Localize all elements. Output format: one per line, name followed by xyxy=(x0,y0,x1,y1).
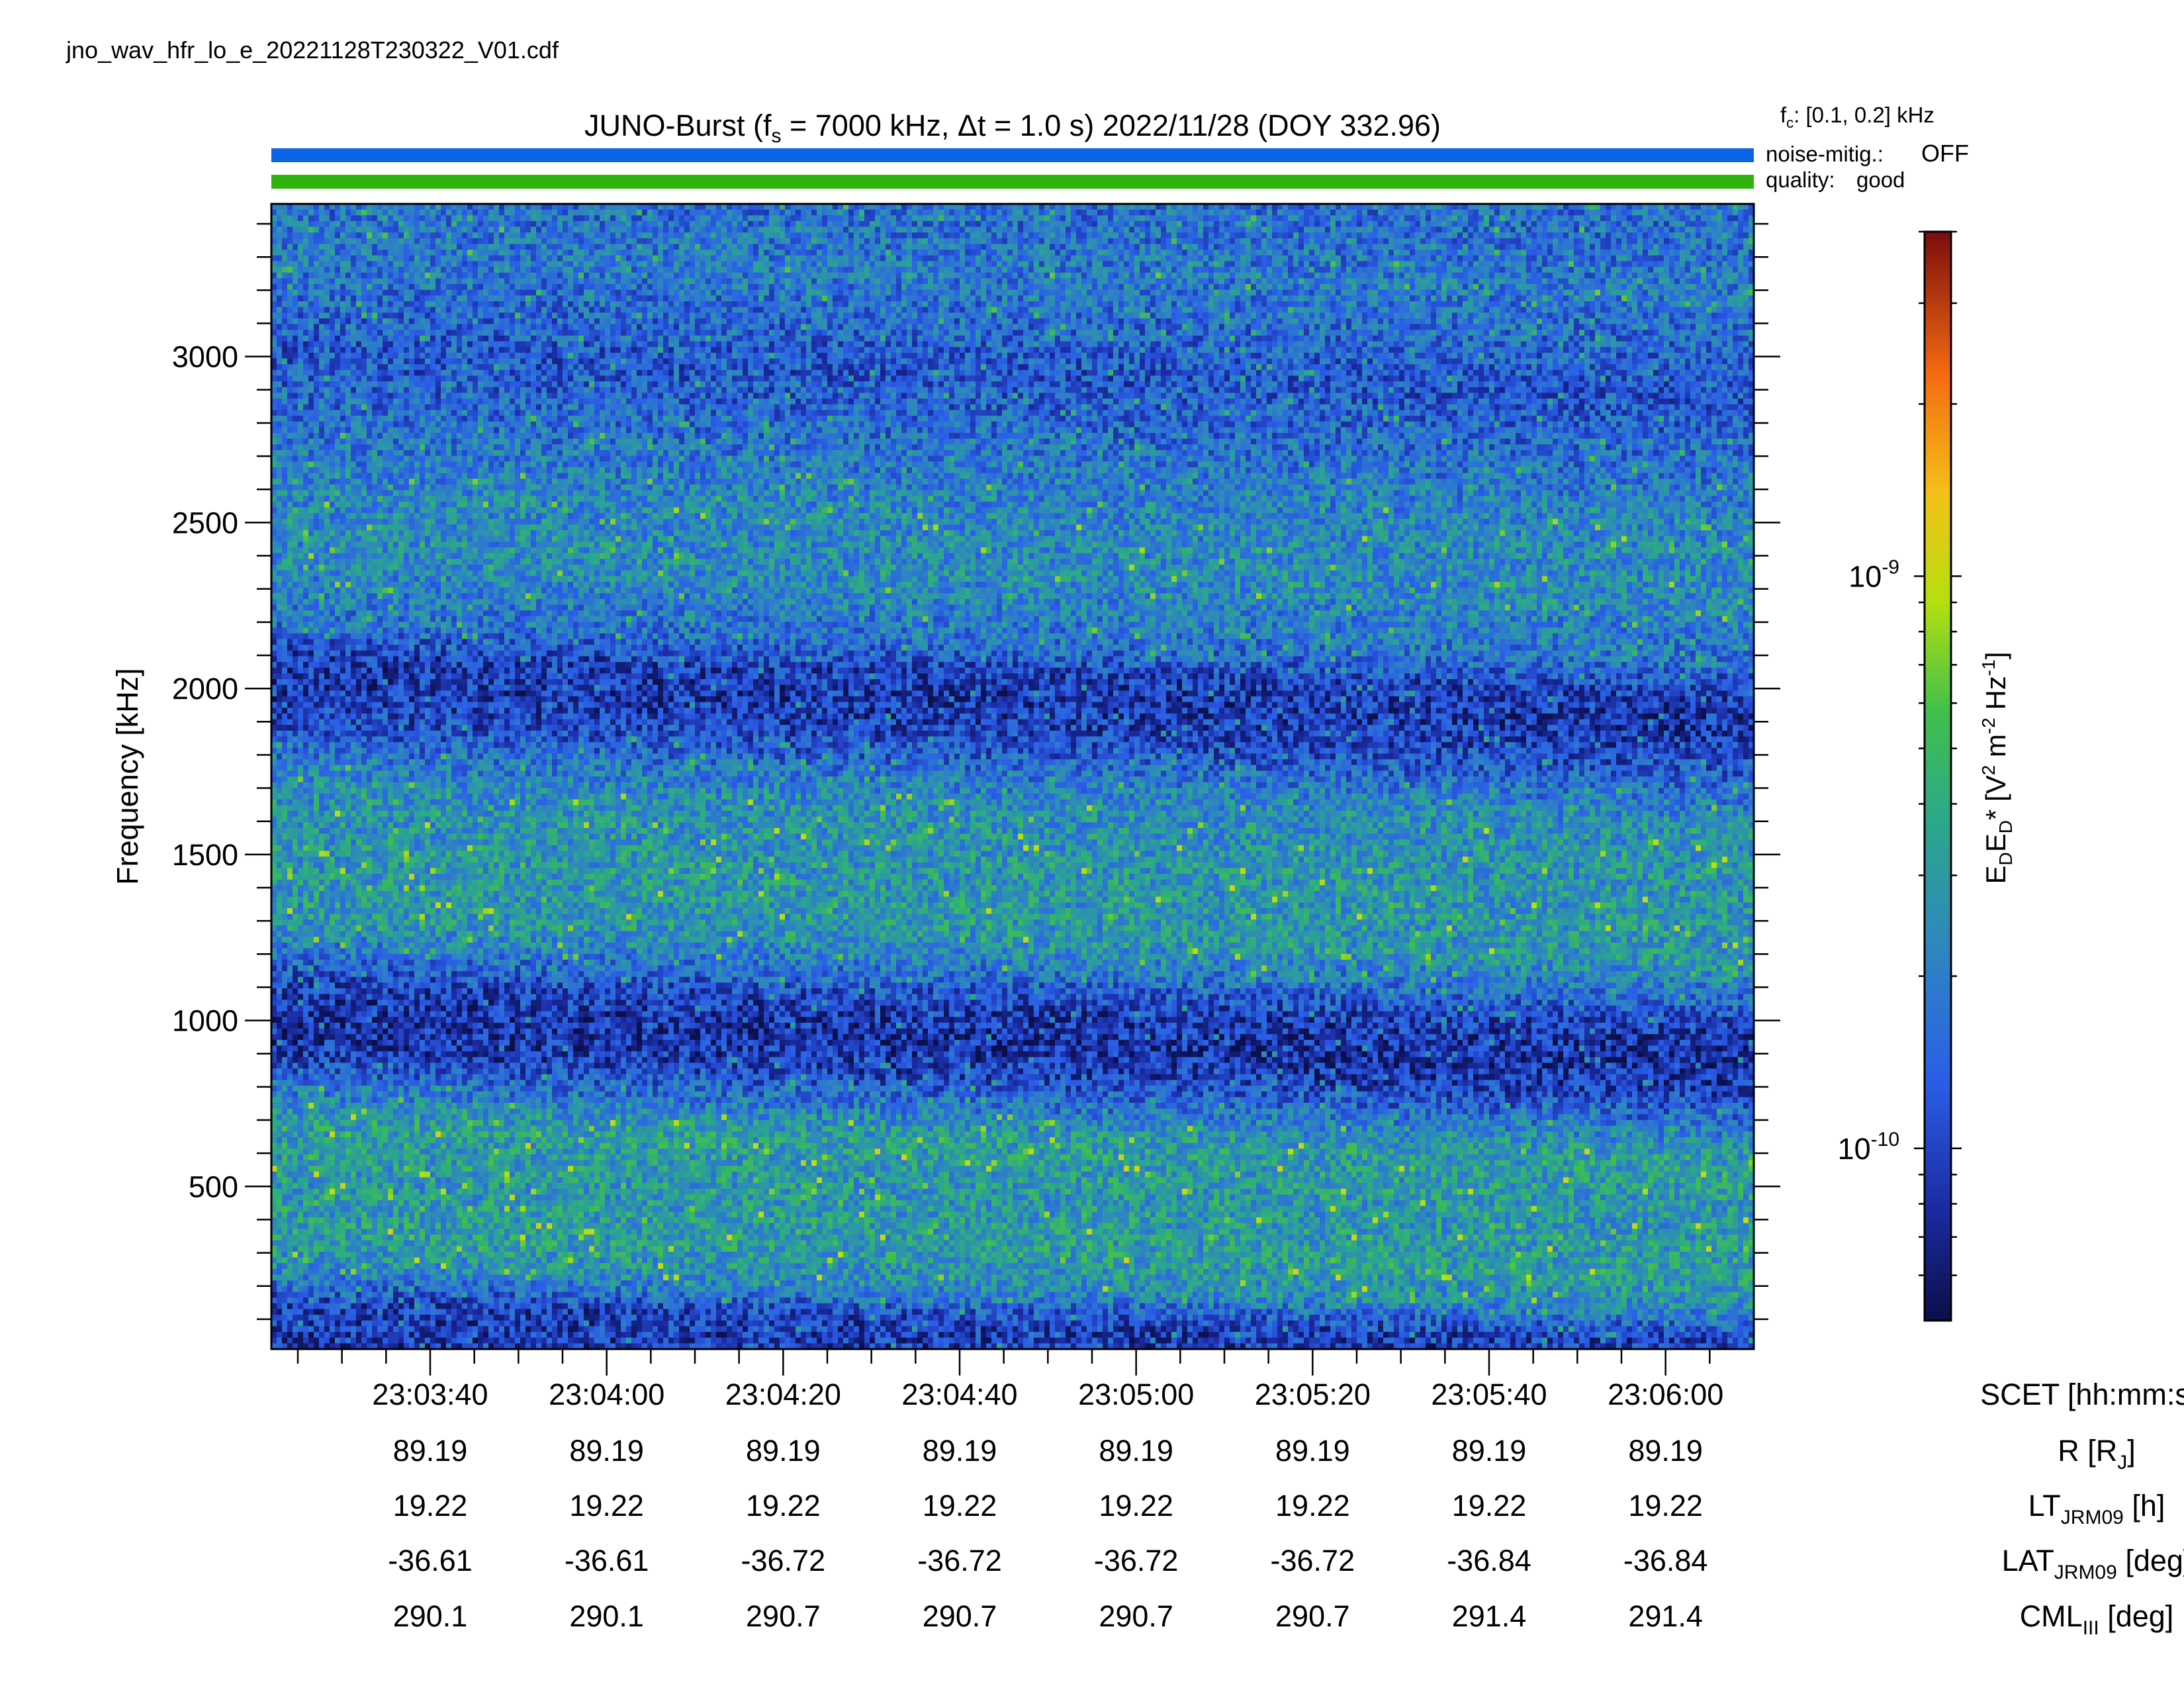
x-tick-label: 23:06:00 xyxy=(1608,1378,1723,1411)
ephemeris-value: -36.72 xyxy=(1271,1544,1355,1577)
ephemeris-value: 19.22 xyxy=(1452,1489,1527,1523)
title-fs-sub: s xyxy=(772,125,782,147)
colorbar-tick-label: 10-9 xyxy=(1848,556,1899,593)
ephemeris-table: 23:03:40 23:04:00 23:04:20 23:04:40 23:05:00… xyxy=(372,1378,2184,1639)
fc-value: : [0.1, 0.2] kHz xyxy=(1794,103,1934,127)
title-date: 2022/11/28 (DOY 332.96) xyxy=(1103,109,1441,142)
ephemeris-row-label: CMLIII [deg] xyxy=(2020,1599,2174,1639)
ephemeris-value: 89.19 xyxy=(746,1434,821,1468)
ephemeris-value: -36.72 xyxy=(1094,1544,1179,1577)
ephemeris-value: 89.19 xyxy=(569,1434,644,1468)
cbar-E1: E xyxy=(1980,865,2011,884)
ephemeris-value: 291.4 xyxy=(1628,1599,1703,1633)
ephemeris-value: 290.7 xyxy=(923,1599,997,1633)
spectrogram-heatmap xyxy=(271,204,1754,1350)
fc-sub: c xyxy=(1786,115,1794,131)
ephemeris-value: -36.61 xyxy=(388,1544,473,1577)
noise-mitigation-value: OFF xyxy=(1921,140,1969,167)
ephemeris-value: 89.19 xyxy=(393,1434,468,1468)
cbar-exp3: -1 xyxy=(1978,659,1999,676)
ephemeris-value: 89.19 xyxy=(1628,1434,1703,1468)
ephemeris-value: 19.22 xyxy=(746,1489,821,1523)
ephemeris-value: -36.72 xyxy=(917,1544,1002,1577)
ephemeris-value: 89.19 xyxy=(1099,1434,1173,1468)
ephemeris-value: 89.19 xyxy=(1452,1434,1527,1468)
ephemeris-value: 290.1 xyxy=(569,1599,644,1633)
ephemeris-value: 19.22 xyxy=(569,1489,644,1523)
cbar-close: ] xyxy=(1980,652,2011,660)
ephemeris-value: 290.7 xyxy=(1275,1599,1350,1633)
x-tick-label: 23:05:40 xyxy=(1431,1378,1547,1411)
ephemeris-value: 19.22 xyxy=(393,1489,468,1523)
x-tick-label: 23:04:20 xyxy=(725,1378,841,1411)
cbar-D2: D xyxy=(1995,820,2016,833)
cbar-exp2: -2 xyxy=(1978,718,1999,734)
ephemeris-value: 19.22 xyxy=(1099,1489,1173,1523)
noise-mitigation-bar xyxy=(271,148,1754,162)
x-tick-label: 23:04:40 xyxy=(901,1378,1017,1411)
y-tick-label: 2000 xyxy=(172,672,238,706)
title-fs: f xyxy=(763,109,772,142)
x-tick-label: 23:05:20 xyxy=(1255,1378,1371,1411)
ephemeris-value: 291.4 xyxy=(1452,1599,1527,1633)
y-tick-label: 1500 xyxy=(172,838,238,872)
ephemeris-value: 89.19 xyxy=(923,1434,997,1468)
file-name: jno_wav_hfr_lo_e_20221128T230322_V01.cdf xyxy=(66,36,559,64)
ephemeris-value: 19.22 xyxy=(1628,1489,1703,1523)
y-tick-label: 500 xyxy=(189,1170,238,1203)
ephemeris-row-label: SCET [hh:mm:ss] xyxy=(1980,1378,2184,1411)
colorbar xyxy=(1925,232,1951,1321)
ephemeris-value: -36.72 xyxy=(741,1544,826,1577)
ephemeris-value: 19.22 xyxy=(923,1489,997,1523)
ephemeris-value: -36.61 xyxy=(565,1544,649,1577)
ephemeris-value: 290.7 xyxy=(1099,1599,1173,1633)
colorbar-tick-label: 10-10 xyxy=(1838,1129,1899,1166)
quality-label: quality: xyxy=(1766,167,1835,192)
quality-bar xyxy=(271,175,1754,189)
ephemeris-row-label: LTJRM09 [h] xyxy=(2028,1489,2165,1528)
noise-mitigation-label: noise-mitig.: xyxy=(1766,142,1884,166)
ephemeris-value: 290.7 xyxy=(746,1599,821,1633)
ephemeris-value: 19.22 xyxy=(1275,1489,1350,1523)
cbar-unit3: Hz xyxy=(1980,676,2011,718)
ephemeris-value: 89.19 xyxy=(1275,1434,1350,1468)
cbar-exp1: 2 xyxy=(1978,765,1999,776)
colorbar-label: EDED* [V2 m-2 Hz-1] xyxy=(1978,652,2016,884)
x-tick-label: 23:03:40 xyxy=(372,1378,488,1411)
ephemeris-value: -36.84 xyxy=(1623,1544,1708,1577)
cbar-E2: E xyxy=(1980,833,2011,852)
chart-title: JUNO-Burst (fs = 7000 kHz, Δt = 1.0 s) 2… xyxy=(584,109,1441,147)
cbar-unit2: m xyxy=(1980,734,2011,765)
y-tick-label: 2500 xyxy=(172,506,238,539)
fc-label: fc: [0.1, 0.2] kHz xyxy=(1780,103,1934,131)
cbar-unit1: * [V xyxy=(1980,775,2011,820)
ephemeris-value: -36.84 xyxy=(1447,1544,1531,1577)
x-tick-label: 23:04:00 xyxy=(549,1378,664,1411)
title-fs-value: = 7000 kHz, Δt = 1.0 s) xyxy=(782,109,1095,142)
y-tick-label: 1000 xyxy=(172,1004,238,1038)
cbar-D1: D xyxy=(1995,852,2016,865)
y-axis-label: Frequency [kHz] xyxy=(111,668,144,885)
x-tick-label: 23:05:00 xyxy=(1078,1378,1194,1411)
ephemeris-row-label: LATJRM09 [deg] xyxy=(2002,1544,2184,1583)
ephemeris-row-label: R [RJ] xyxy=(2058,1434,2136,1474)
title-mission: JUNO-Burst xyxy=(584,109,745,142)
time-axis xyxy=(298,1349,1709,1376)
y-tick-label: 3000 xyxy=(172,340,238,374)
ephemeris-value: 290.1 xyxy=(393,1599,468,1633)
quality-value: good xyxy=(1856,167,1905,192)
